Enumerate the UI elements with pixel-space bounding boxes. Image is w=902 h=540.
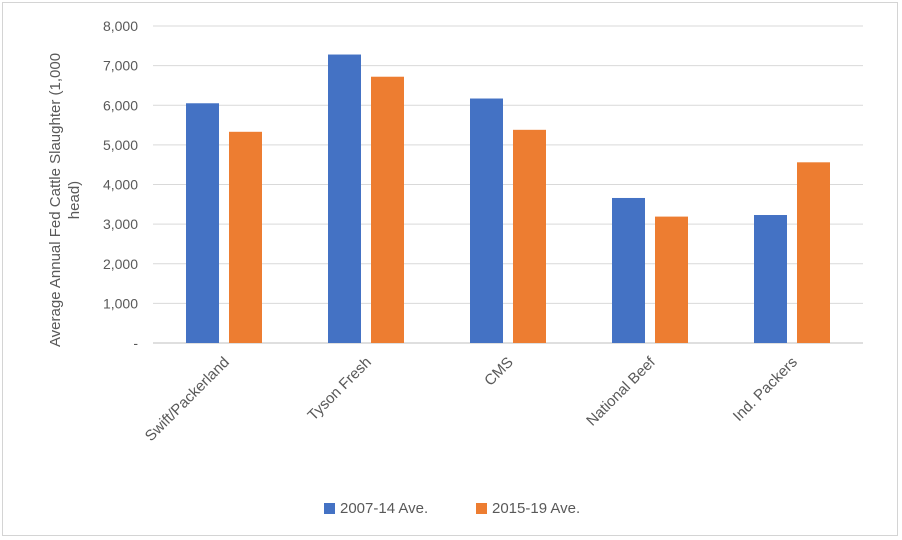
legend-swatch [476, 503, 487, 514]
gridlines [153, 25, 863, 344]
y-tick-label: 8,000 [103, 18, 138, 34]
bar-series-2 [655, 216, 688, 343]
y-tick-label: 2,000 [103, 256, 138, 272]
y-tick-label: 6,000 [103, 97, 138, 113]
legend-label: 2007-14 Ave. [340, 500, 428, 517]
y-tick-label: 7,000 [103, 58, 138, 74]
y-axis-label: Average Annual Fed Cattle Slaughter (1,0… [47, 53, 83, 347]
y-tick-label: 3,000 [103, 216, 138, 232]
y-tick-label: 1,000 [103, 295, 138, 311]
x-axis-ticks: Swift/Packerland Tyson Fresh CMS National B… [142, 353, 801, 445]
bar-series-1 [470, 98, 503, 343]
bars [186, 54, 830, 343]
bar-series-1 [328, 54, 361, 343]
y-tick-label: 4,000 [103, 177, 138, 193]
bar-series-2 [797, 162, 830, 343]
x-tick-label: Tyson Fresh [304, 354, 374, 424]
y-tick-label: 5,000 [103, 137, 138, 153]
legend-label: 2015-19 Ave. [492, 500, 580, 517]
bar-series-1 [612, 197, 645, 343]
bar-series-1 [754, 215, 787, 343]
bar-series-1 [186, 103, 219, 343]
legend: 2007-14 Ave. 2015-19 Ave. [324, 500, 580, 517]
bar-series-2 [371, 76, 404, 343]
y-axis-label-line-2: head) [66, 181, 83, 219]
x-tick-label: Swift/Packerland [142, 354, 233, 445]
legend-swatch [324, 503, 335, 514]
y-axis-ticks: - 1,000 2,000 3,000 4,000 5,000 6,000 7,000 8,00… [103, 18, 138, 351]
x-tick-label: National Beef [583, 353, 659, 429]
bar-series-2 [229, 131, 262, 343]
x-tick-label: CMS [481, 354, 517, 390]
y-axis-label-line-1: Average Annual Fed Cattle Slaughter (1,0… [47, 53, 64, 347]
y-tick-label: - [133, 335, 138, 351]
x-tick-label: Ind. Packers [730, 354, 801, 425]
bar-series-2 [513, 129, 546, 343]
